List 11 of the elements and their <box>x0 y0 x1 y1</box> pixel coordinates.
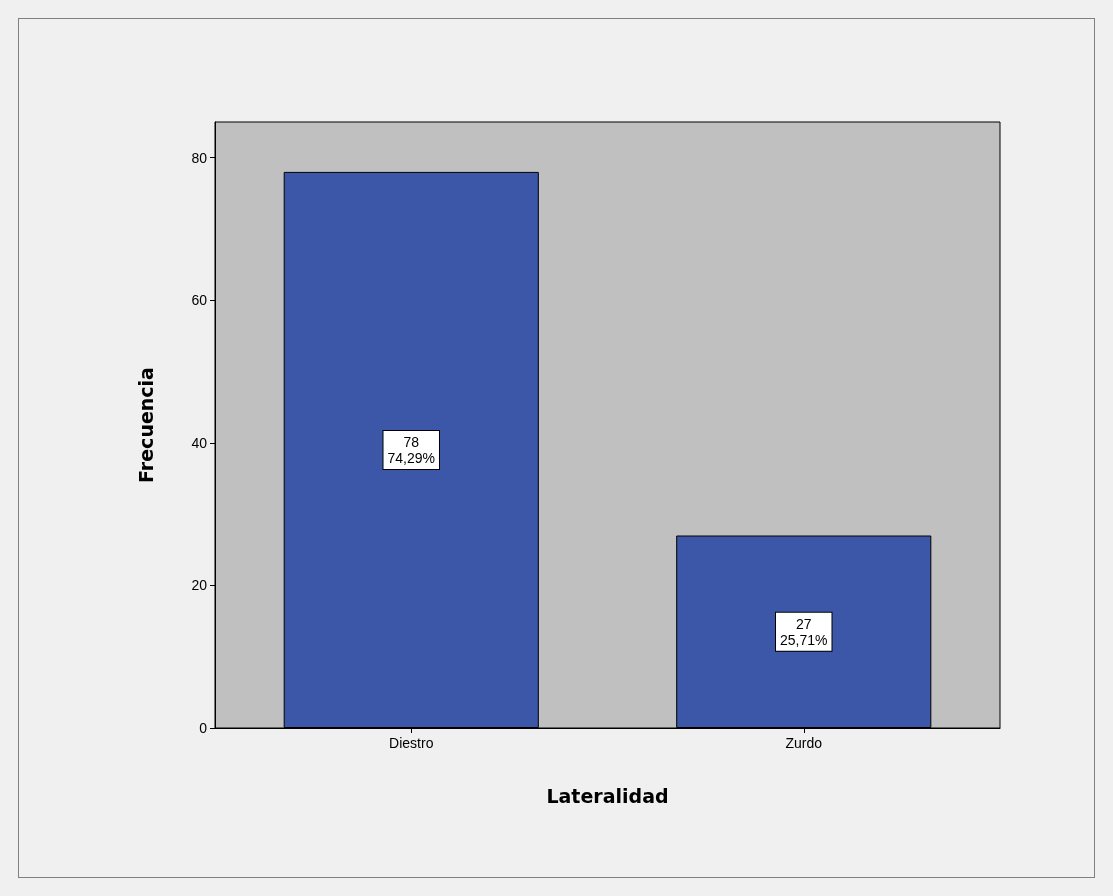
y-tick-label: 40 <box>191 434 208 451</box>
x-tick-label: Zurdo <box>785 735 823 751</box>
x-tick-label: Diestro <box>389 735 434 751</box>
data-label: 27 25,71% <box>780 615 828 648</box>
y-tick-label: 60 <box>191 292 208 309</box>
data-label: 78 74,29% <box>387 433 435 466</box>
x-axis-title: Lateralidad <box>546 784 669 807</box>
y-tick-label: 80 <box>191 149 208 166</box>
y-tick-label: 20 <box>191 577 208 594</box>
y-tick-label: 0 <box>199 720 208 736</box>
y-axis-title: Frecuencia <box>134 367 157 483</box>
